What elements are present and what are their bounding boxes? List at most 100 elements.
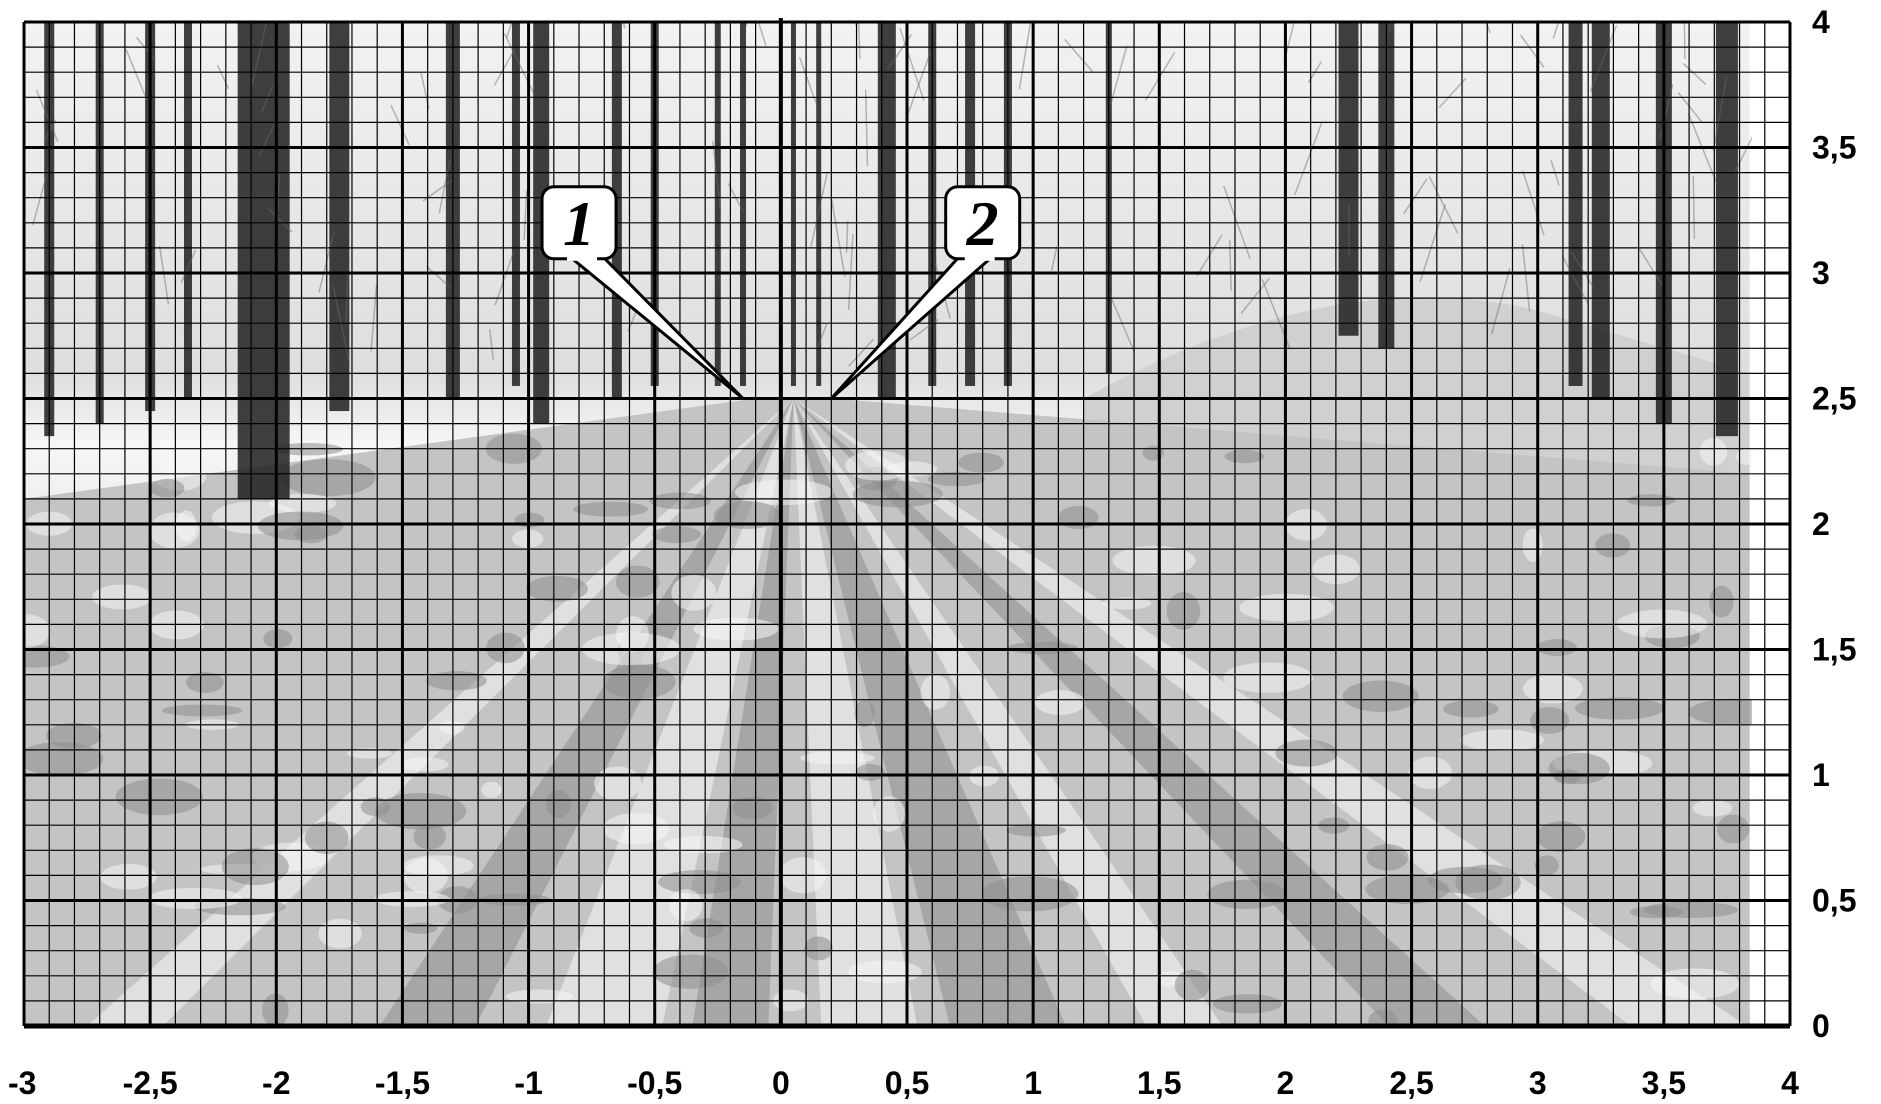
snow-patch	[1368, 1009, 1398, 1026]
y-tick-label: 3	[1812, 255, 1830, 291]
snow-patch	[1166, 592, 1201, 630]
tree-trunk	[714, 22, 721, 386]
branch	[180, 249, 197, 284]
x-tick-label: 1	[1024, 1065, 1042, 1101]
y-tick-label: 4	[1812, 4, 1830, 40]
tree-trunk	[790, 22, 796, 386]
snow-patch	[800, 751, 875, 765]
branch	[1018, 22, 1032, 90]
branch	[1428, 176, 1459, 234]
x-tick-label: 0	[772, 1065, 790, 1101]
callout-label: 1	[563, 188, 595, 259]
branch	[258, 120, 278, 158]
tree-trunk	[1568, 22, 1583, 386]
snow-patch	[1548, 752, 1610, 785]
branch	[32, 166, 50, 226]
snow-patch	[1224, 449, 1265, 464]
snow-patch	[732, 796, 773, 820]
snow-patch	[957, 452, 1004, 473]
snow-patch	[1627, 494, 1676, 507]
snow-patch	[980, 876, 1079, 912]
snow-patch	[161, 704, 243, 717]
x-tick-label: -2	[262, 1065, 290, 1101]
snow-patch	[402, 757, 449, 772]
snow-patch	[920, 674, 951, 710]
branch	[1682, 62, 1707, 85]
branch	[1388, 22, 1391, 31]
branch	[711, 141, 722, 212]
snow-patch	[1699, 437, 1728, 466]
branch	[907, 51, 932, 115]
snow-patch	[1595, 533, 1631, 558]
snow-patch	[1460, 729, 1544, 752]
axes	[24, 18, 1790, 1029]
snow-hill	[1083, 297, 1750, 474]
snow-patch	[693, 617, 779, 641]
branch	[757, 22, 767, 46]
x-tick-label: -3	[8, 1065, 36, 1101]
callout-1: 1	[540, 185, 745, 400]
callout-seam	[567, 250, 598, 261]
branch	[1521, 244, 1531, 312]
snow-patch	[186, 671, 224, 693]
tree-trunk	[329, 22, 350, 412]
snow-patch	[1223, 662, 1314, 693]
branch	[523, 190, 528, 240]
snow-patch	[1536, 639, 1577, 656]
snow-patch	[115, 778, 203, 816]
branch	[425, 265, 451, 288]
tree-trunk	[816, 22, 822, 386]
snow-patch	[526, 575, 588, 602]
snow-patch	[1574, 697, 1664, 720]
branch	[370, 285, 378, 352]
snow-patch	[1530, 706, 1570, 734]
branch	[1240, 277, 1270, 314]
branch	[1638, 248, 1665, 289]
branch	[1050, 246, 1058, 271]
branch	[345, 271, 349, 323]
branch	[810, 171, 829, 247]
snow-patch	[1643, 901, 1739, 918]
snow-patch	[1007, 641, 1078, 655]
callout-label: 2	[966, 188, 999, 259]
branch	[488, 328, 494, 360]
tree-trunk	[1591, 22, 1610, 399]
callout-2: 2	[829, 185, 1022, 400]
x-tick-label: -2,5	[123, 1065, 178, 1101]
branch	[135, 36, 157, 61]
x-tick-label: -0,5	[627, 1065, 682, 1101]
snow-patch	[1142, 445, 1165, 461]
snow-patch	[481, 781, 502, 799]
snow-patch	[318, 918, 362, 949]
x-tick-label: -1,5	[375, 1065, 430, 1101]
snow-patch	[546, 790, 572, 818]
branch	[260, 85, 274, 114]
snow-patch	[652, 954, 729, 989]
branch	[1171, 22, 1173, 24]
branch	[1712, 76, 1728, 152]
branch	[1519, 34, 1545, 68]
snow-patch	[615, 565, 660, 598]
snow-patch	[257, 511, 344, 541]
snow-patch	[847, 960, 922, 984]
snow-patch	[1536, 821, 1586, 852]
branch	[899, 27, 925, 101]
snow-patch	[149, 478, 185, 498]
x-tick-label: 2,5	[1389, 1065, 1433, 1101]
branch	[1683, 22, 1686, 59]
x-tick-label: 3	[1529, 1065, 1547, 1101]
branch	[390, 104, 410, 146]
branch	[216, 64, 230, 90]
snow-patch	[1366, 844, 1409, 871]
x-tick-label: 2	[1277, 1065, 1295, 1101]
snow-patch	[1443, 700, 1499, 718]
y-tick-label: 2,5	[1812, 381, 1856, 417]
snow-patch	[1692, 799, 1733, 817]
branch	[1438, 77, 1467, 109]
branch	[1419, 204, 1446, 283]
snow-patch	[1212, 994, 1282, 1014]
x-tick-label: 3,5	[1642, 1065, 1686, 1101]
snow-patch	[668, 889, 703, 922]
